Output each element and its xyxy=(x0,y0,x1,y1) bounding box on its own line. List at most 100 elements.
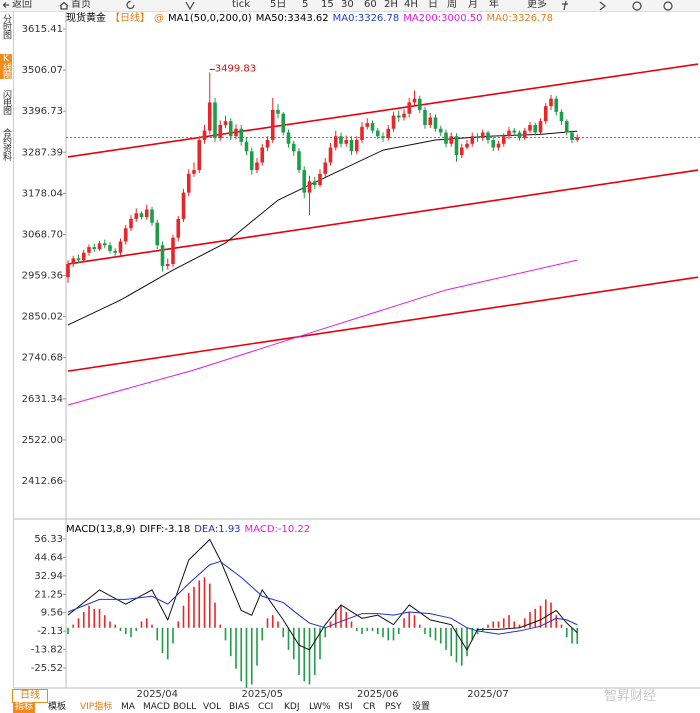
side-tab[interactable]: 合约资料 xyxy=(1,128,11,160)
indicator-tab[interactable]: LW% xyxy=(309,702,331,712)
candle-body xyxy=(522,130,527,139)
period-button[interactable]: tick xyxy=(232,0,250,10)
draw-icon xyxy=(185,1,195,11)
legend-item: MA50:3343.62 xyxy=(255,13,329,24)
candle-body xyxy=(249,151,254,171)
candle-body xyxy=(108,245,112,251)
candle-body xyxy=(570,132,574,141)
indicator-tab[interactable]: MACD xyxy=(143,702,170,712)
candle-body xyxy=(365,123,370,127)
indicator-tab[interactable]: BIAS xyxy=(229,702,250,712)
macd-bar xyxy=(198,580,201,628)
home-icon xyxy=(59,1,69,10)
period-button[interactable]: 2H xyxy=(384,0,398,10)
macd-bar xyxy=(256,627,258,666)
period-button[interactable]: 5日 xyxy=(270,0,287,10)
macd-bar xyxy=(403,618,405,628)
period-button[interactable]: 60 xyxy=(364,0,377,10)
period-button[interactable]: 15 xyxy=(321,0,334,10)
period-button[interactable]: 周 xyxy=(447,0,457,10)
macd-bar xyxy=(492,621,495,628)
period-button[interactable]: 5 xyxy=(302,0,309,10)
candle-body xyxy=(428,117,433,125)
legend-item: MA0:3326.78 xyxy=(486,13,554,24)
candle-body xyxy=(333,136,338,148)
legend-item: DIFF:-3.18 xyxy=(139,524,191,535)
more-button[interactable]: 更多 xyxy=(527,0,547,10)
y-tick-label: 9.56 xyxy=(41,608,63,619)
macd-bar xyxy=(455,627,458,663)
candle-body xyxy=(265,140,270,148)
macd-bar xyxy=(565,627,568,638)
macd-bar xyxy=(145,618,148,628)
back-button[interactable]: 返回 xyxy=(12,0,32,10)
candle-body xyxy=(76,258,81,261)
sidebar-divider xyxy=(13,11,14,688)
candle-body xyxy=(207,102,212,131)
macd-bar xyxy=(523,618,526,628)
period-button[interactable]: 年 xyxy=(489,0,499,10)
period-button[interactable]: 日 xyxy=(428,0,438,10)
candle-body xyxy=(318,173,322,186)
side-tab[interactable]: 分时图 xyxy=(1,14,11,38)
period-button[interactable]: 月 xyxy=(468,0,478,10)
candle-body xyxy=(113,250,118,253)
indicator-tab[interactable]: VIP指标 xyxy=(80,702,113,712)
macd-bar xyxy=(219,624,222,628)
indicator-tab[interactable]: CR xyxy=(363,702,376,712)
candle-body xyxy=(449,136,454,144)
indicator-tab[interactable]: RSI xyxy=(338,702,353,712)
candle-body xyxy=(538,121,543,133)
indicator-tab[interactable]: 指标 xyxy=(13,702,36,713)
y-tick-label: 2959.36 xyxy=(22,271,63,282)
candle-body xyxy=(260,147,265,163)
candle-body xyxy=(213,102,217,139)
arrow-icon xyxy=(599,1,606,11)
candle-body xyxy=(501,136,506,144)
y-tick-label: 2522.00 xyxy=(22,435,63,446)
macd-bar xyxy=(534,608,537,628)
indicator-tab[interactable]: PSY xyxy=(385,702,402,712)
x-tick-label: 2025/06 xyxy=(357,689,399,700)
candle-body xyxy=(465,143,469,148)
candle-body xyxy=(454,136,459,156)
candle-body xyxy=(470,136,475,144)
candle-body xyxy=(486,132,490,141)
macd-bar xyxy=(371,627,374,631)
period-button[interactable]: 30 xyxy=(341,0,354,10)
candle-body xyxy=(564,121,569,133)
indicator-tab[interactable]: KDJ xyxy=(284,702,300,712)
macd-bar xyxy=(77,618,80,628)
candle-body xyxy=(181,192,186,219)
macd-bar xyxy=(550,602,552,628)
macd-bar xyxy=(109,621,111,628)
legend-item: @ xyxy=(154,13,164,24)
period-select[interactable]: 日线 xyxy=(12,689,48,703)
macd-bar xyxy=(539,605,542,628)
side-tab[interactable]: K线图 xyxy=(0,54,12,79)
zoom-in-icon xyxy=(663,1,673,11)
indicator-tab[interactable]: CCI xyxy=(258,702,274,712)
indicator-tab[interactable]: VOL xyxy=(203,702,222,712)
indicator-tab[interactable]: 设置 xyxy=(412,702,431,712)
period-button[interactable]: 4H xyxy=(404,0,418,10)
macd-bar xyxy=(313,627,316,676)
candle-body xyxy=(134,213,139,219)
candle-body xyxy=(87,247,91,253)
indicator-tab[interactable]: MA xyxy=(121,702,135,712)
candle-body xyxy=(218,124,223,139)
side-tab[interactable]: 闪电图 xyxy=(1,90,11,114)
candle-body xyxy=(239,128,244,142)
macd-bar xyxy=(298,627,300,676)
macd-bar xyxy=(124,627,127,635)
macd-bar xyxy=(271,615,274,628)
candle-body xyxy=(81,252,86,261)
indicator-tab[interactable]: BOLL xyxy=(173,702,197,712)
home-button[interactable]: 首页 xyxy=(71,0,91,10)
indicator-tab[interactable]: 模板 xyxy=(48,702,67,712)
back-icon xyxy=(2,2,9,8)
y-tick-label: 3178.04 xyxy=(22,188,63,199)
macd-bar xyxy=(576,627,579,644)
macd-bar xyxy=(376,627,379,635)
